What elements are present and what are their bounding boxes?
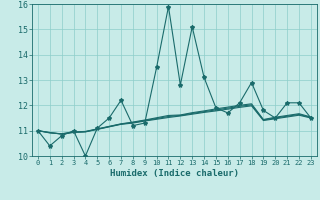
X-axis label: Humidex (Indice chaleur): Humidex (Indice chaleur) bbox=[110, 169, 239, 178]
